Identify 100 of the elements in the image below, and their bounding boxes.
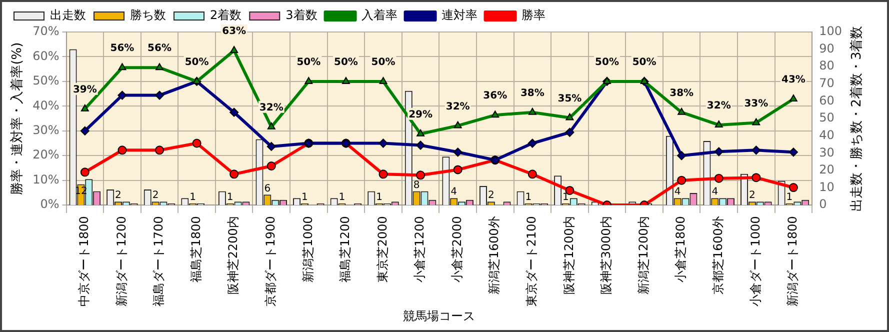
point bbox=[266, 142, 276, 151]
data-label: 35% bbox=[558, 93, 582, 104]
data-label: 29% bbox=[408, 109, 433, 120]
data-label: 1 bbox=[786, 192, 793, 203]
y2-tick-label: 40 bbox=[819, 128, 834, 142]
data-label: 43% bbox=[781, 74, 806, 86]
x-tick-label: 阪神芝2200内 bbox=[226, 216, 240, 295]
point bbox=[528, 108, 536, 115]
point bbox=[714, 147, 724, 156]
point bbox=[677, 151, 686, 160]
data-label: 56% bbox=[110, 43, 134, 54]
data-label: 2 bbox=[488, 190, 494, 202]
point bbox=[118, 146, 127, 155]
data-label: 50% bbox=[334, 57, 358, 68]
data-label: 33% bbox=[744, 98, 768, 110]
point bbox=[752, 173, 761, 182]
data-label: 38% bbox=[670, 88, 694, 99]
x-tick-label: 新潟ダート1800 bbox=[786, 216, 800, 307]
y-tick-label: 50% bbox=[32, 74, 60, 88]
y2-tick-label: 70 bbox=[819, 76, 834, 90]
x-tick-label: 小倉芝1800 bbox=[674, 216, 688, 283]
y-tick-label: 0% bbox=[40, 197, 60, 212]
data-label: 50% bbox=[371, 57, 396, 68]
x-tick-label: 福島芝1800 bbox=[188, 216, 203, 283]
data-label: 1 bbox=[226, 192, 234, 203]
point bbox=[454, 121, 462, 128]
point bbox=[566, 113, 574, 120]
point bbox=[378, 138, 388, 148]
y2-tick-label: 90 bbox=[819, 41, 834, 56]
point bbox=[416, 140, 426, 150]
data-label: 63% bbox=[222, 26, 246, 38]
data-label: 2 bbox=[115, 190, 122, 202]
point bbox=[640, 76, 648, 84]
point bbox=[304, 76, 313, 84]
data-label: 39% bbox=[72, 84, 97, 96]
point bbox=[565, 128, 574, 137]
point bbox=[155, 90, 164, 100]
y-tick-label: 40% bbox=[32, 98, 60, 112]
x-tick-label: 小倉芝2000 bbox=[450, 216, 464, 283]
point bbox=[192, 76, 201, 84]
data-label: 32% bbox=[706, 100, 731, 112]
x-tick-label: 福島ダート1700 bbox=[152, 216, 166, 307]
data-label: 38% bbox=[520, 88, 544, 99]
point bbox=[267, 122, 276, 130]
y2-tick-label: 0 bbox=[819, 197, 827, 212]
data-label: 50% bbox=[632, 57, 656, 68]
data-label: 2 bbox=[152, 190, 159, 202]
point bbox=[230, 108, 239, 117]
legend-label: 勝率 bbox=[521, 8, 546, 22]
x-tick-label: 阪神芝1200内 bbox=[562, 216, 576, 295]
data-label: 4 bbox=[712, 186, 718, 198]
point bbox=[528, 138, 537, 148]
x-axis-title: 競馬場コース bbox=[403, 308, 476, 323]
data-label: 4 bbox=[674, 186, 681, 198]
y2-tick-label: 100 bbox=[819, 24, 842, 38]
legend-label: 連対率 bbox=[441, 8, 478, 22]
point bbox=[416, 129, 425, 136]
y-tick-label: 30% bbox=[32, 123, 60, 138]
data-label: 32% bbox=[259, 102, 284, 114]
data-label: 8 bbox=[413, 180, 420, 191]
data-label: 4 bbox=[450, 186, 458, 198]
point bbox=[789, 94, 798, 102]
x-tick-label: 京都ダート1900 bbox=[264, 216, 278, 307]
point bbox=[156, 63, 164, 70]
data-label: 36% bbox=[483, 90, 508, 102]
data-label: 56% bbox=[148, 43, 172, 54]
point bbox=[378, 170, 388, 179]
data-label: 1 bbox=[562, 192, 569, 203]
point bbox=[752, 118, 760, 126]
y-axis-title: 勝率・連対率・入着率(%) bbox=[9, 42, 26, 195]
y2-tick-label: 60 bbox=[819, 93, 834, 108]
y-tick-label: 60% bbox=[32, 48, 60, 63]
point bbox=[230, 170, 239, 179]
point bbox=[266, 162, 276, 170]
point bbox=[752, 146, 761, 155]
point bbox=[714, 120, 723, 128]
legend-label: 出走数 bbox=[50, 8, 86, 22]
legend-label: 勝ち数 bbox=[130, 8, 166, 22]
point bbox=[528, 170, 537, 179]
point bbox=[453, 148, 462, 157]
point bbox=[192, 138, 202, 148]
data-label: 1 bbox=[525, 192, 532, 203]
y-tick-label: 10% bbox=[32, 172, 60, 186]
data-label: 1 bbox=[376, 192, 382, 203]
y2-axis-title: 出走数・勝ち数・2着数・3着数 bbox=[848, 26, 864, 212]
point bbox=[118, 90, 127, 100]
point bbox=[788, 183, 798, 192]
point bbox=[80, 126, 90, 136]
x-tick-label: 京都芝1600外 bbox=[710, 216, 725, 295]
point bbox=[118, 63, 126, 70]
data-label: 50% bbox=[184, 57, 209, 68]
y-tick-label: 20% bbox=[32, 148, 60, 162]
point bbox=[678, 108, 686, 115]
data-label: 2 bbox=[749, 190, 756, 202]
point bbox=[677, 176, 686, 185]
y2-tick-label: 30 bbox=[819, 145, 834, 160]
point bbox=[80, 168, 90, 177]
x-tick-label: 福島芝1200 bbox=[338, 216, 352, 283]
x-tick-label: 東京芝2000 bbox=[375, 216, 390, 283]
point bbox=[379, 76, 388, 84]
